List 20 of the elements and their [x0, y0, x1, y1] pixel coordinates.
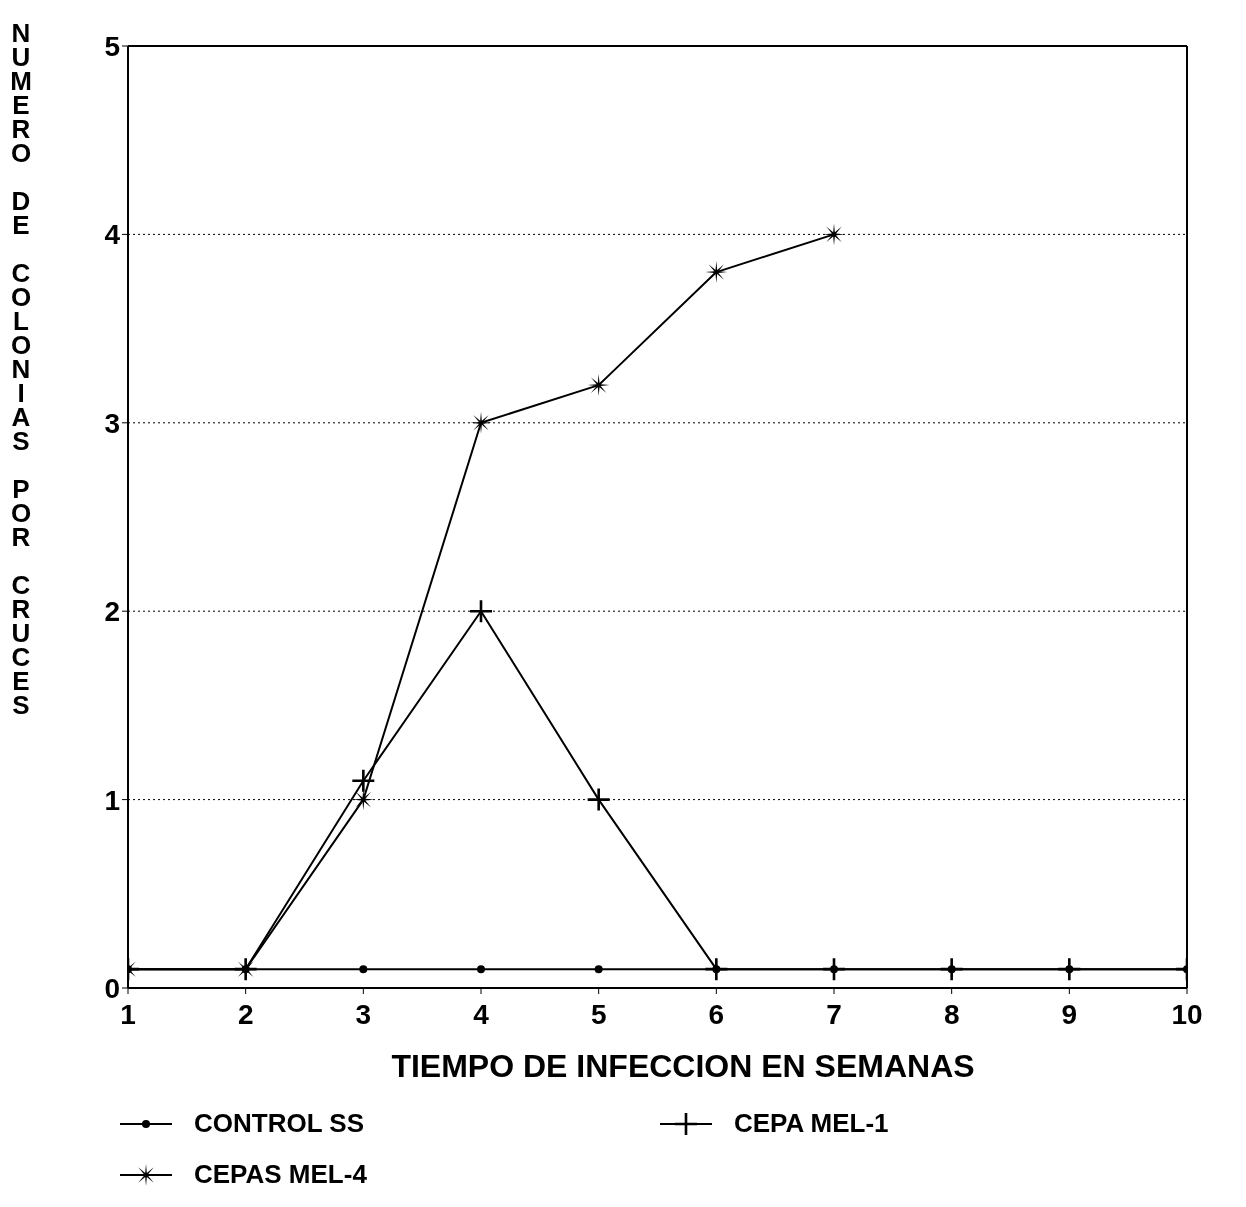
y-tick-label: 5	[104, 30, 120, 62]
y-tick-label: 3	[104, 407, 120, 439]
y-tick-label: 4	[104, 219, 121, 251]
legend-label: CEPA MEL-1	[734, 1108, 889, 1139]
x-tick-label: 6	[708, 998, 725, 1030]
y-tick-label: 2	[104, 596, 120, 628]
y-tick-label: 0	[104, 972, 120, 1004]
x-tick-label: 9	[1061, 998, 1078, 1030]
legend-label: CONTROL SS	[194, 1108, 364, 1139]
x-tick-label: 3	[355, 998, 372, 1030]
x-tick-label: 2	[237, 998, 254, 1030]
legend-label: CEPAS MEL-4	[194, 1159, 367, 1190]
x-tick-label: 4	[473, 998, 490, 1030]
x-axis-title: TIEMPO DE INFECCION EN SEMANAS	[390, 1048, 976, 1085]
y-tick-label: 1	[104, 784, 120, 816]
x-tick-label: 10	[1171, 998, 1203, 1030]
x-tick-label: 8	[943, 998, 960, 1030]
x-tick-label: 7	[826, 998, 842, 1030]
y-axis-title: NUMERO DE COLONIAS POR CRUCES	[6, 18, 36, 714]
x-tick-label: 5	[590, 998, 607, 1030]
